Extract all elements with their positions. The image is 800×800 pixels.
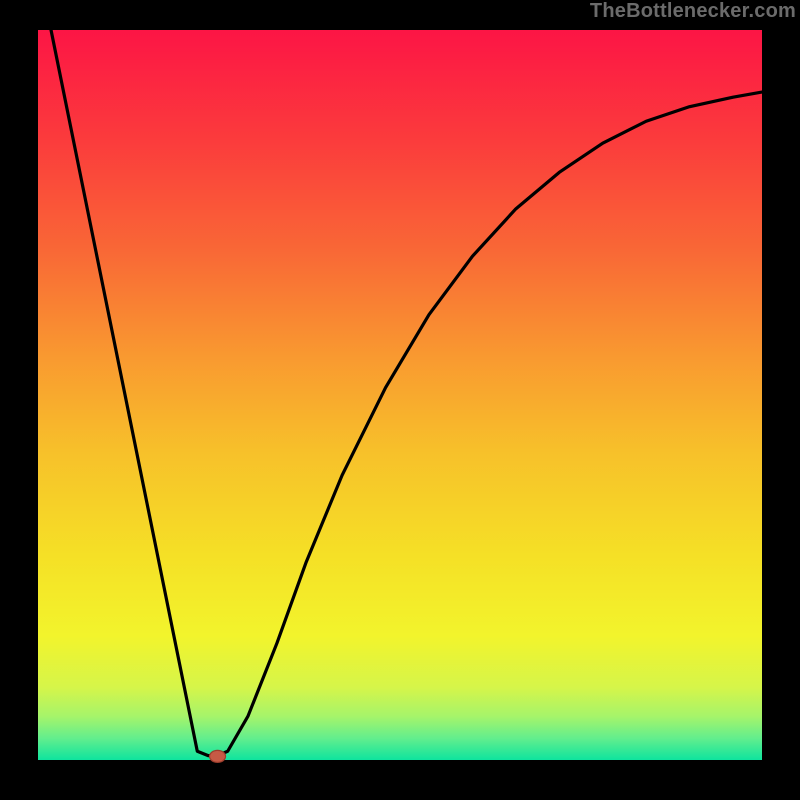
chart-svg: [0, 0, 800, 800]
optimum-marker: [210, 750, 226, 762]
watermark-text: TheBottlenecker.com: [590, 0, 796, 23]
chart-stage: TheBottlenecker.com: [0, 0, 800, 800]
plot-area: [38, 30, 762, 760]
